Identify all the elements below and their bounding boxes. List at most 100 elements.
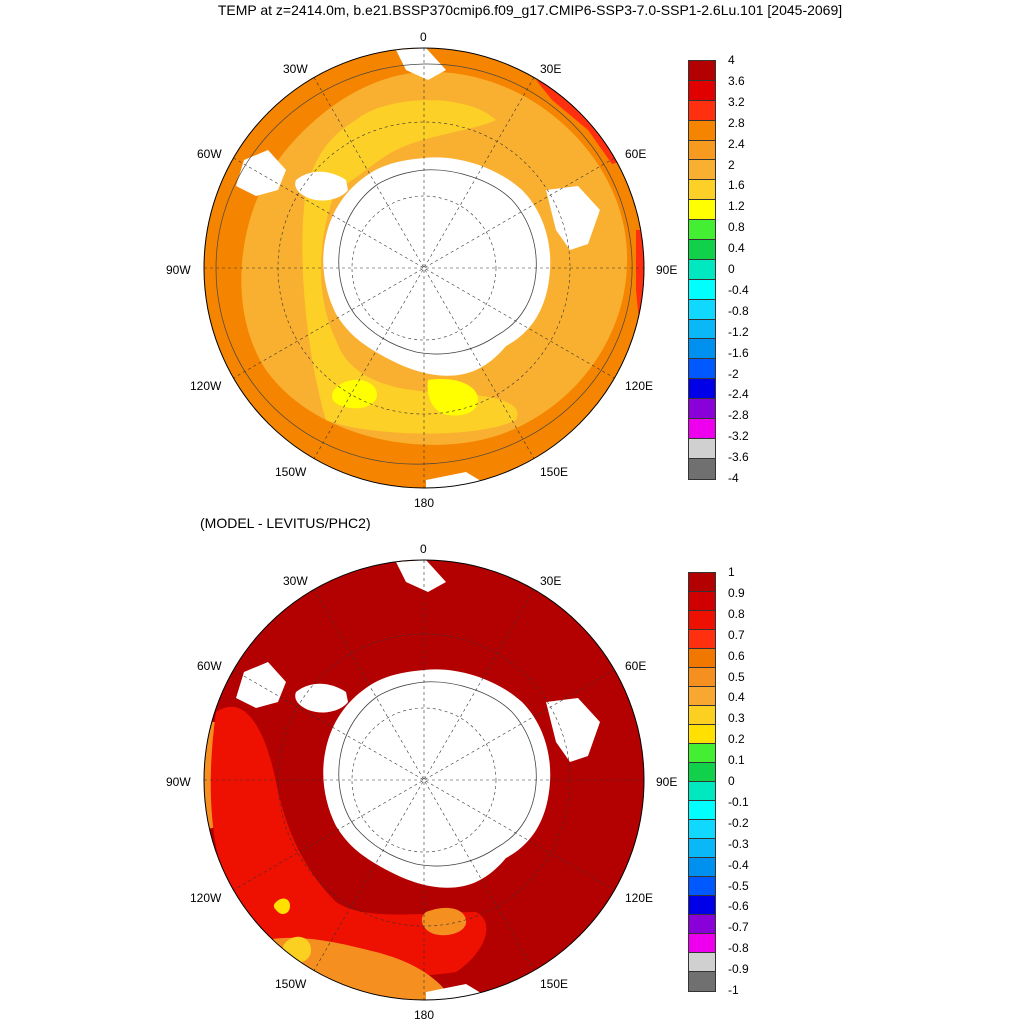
temperature-map-svg bbox=[203, 47, 645, 489]
ocean-edge-red bbox=[536, 80, 626, 164]
colorbar-swatch bbox=[689, 725, 715, 744]
colorbar-tick-label: 3.6 bbox=[728, 73, 745, 88]
antarctica-land bbox=[323, 157, 551, 376]
lon-label-60w: 60W bbox=[197, 659, 222, 673]
colorbar-tick-label: -3.6 bbox=[728, 450, 749, 465]
colorbar-tick-label: -4 bbox=[728, 471, 739, 485]
lon-label-0: 0 bbox=[420, 30, 427, 44]
lon-label-120w: 120W bbox=[190, 379, 222, 393]
colorbar-swatch bbox=[689, 80, 715, 101]
colorbar-swatch bbox=[689, 120, 715, 141]
lon-label-120e: 120E bbox=[625, 379, 654, 393]
ice-shelf-contour bbox=[338, 681, 537, 867]
colorbar-tick-label: -0.1 bbox=[728, 794, 749, 809]
colorbar-tick-label: -0.9 bbox=[728, 962, 749, 977]
lon-label-60e: 60E bbox=[625, 659, 647, 673]
land-fragment-ne bbox=[546, 186, 600, 250]
difference-subtitle: (MODEL - LEVITUS/PHC2) bbox=[200, 515, 371, 531]
lon-label-0: 0 bbox=[420, 542, 427, 556]
plot-title: TEMP at z=2414.0m, b.e21.BSSP370cmip6.f0… bbox=[217, 2, 843, 18]
difference-map bbox=[196, 552, 652, 1008]
map-boundary bbox=[203, 559, 645, 1001]
land-fragment-ne bbox=[546, 698, 600, 762]
colorbar-swatch bbox=[689, 706, 715, 725]
colorbar-tick-label: -2 bbox=[728, 366, 739, 381]
lon-label-30e: 30E bbox=[540, 574, 562, 588]
colorbar-tick-label: 0.5 bbox=[728, 669, 745, 684]
colorbar-tick-label: 0 bbox=[728, 262, 735, 276]
colorbar-swatch bbox=[689, 279, 715, 300]
lon-label-30e: 30E bbox=[540, 62, 562, 76]
colorbar-tick-label: -0.8 bbox=[728, 303, 749, 318]
ocean-warm-core-1 bbox=[331, 379, 377, 409]
colorbar-tick-label: -1.2 bbox=[728, 324, 749, 339]
colorbar-swatch bbox=[689, 359, 715, 380]
colorbar-swatch bbox=[689, 220, 715, 241]
lon-label-150e: 150E bbox=[540, 465, 569, 479]
colorbar-swatch bbox=[689, 668, 715, 687]
colorbar-tick-label: -0.4 bbox=[728, 282, 749, 297]
colorbar-tick-label: 1 bbox=[728, 565, 735, 579]
land-fragment-nw bbox=[236, 150, 286, 196]
ocean-edge-red-east bbox=[636, 230, 644, 332]
colorbar-swatch bbox=[689, 858, 715, 877]
colorbar-tick-label: 0.6 bbox=[728, 648, 745, 663]
colorbar-swatch bbox=[689, 339, 715, 360]
graticule bbox=[204, 48, 644, 488]
colorbar-tick-label: 0.3 bbox=[728, 711, 745, 726]
colorbar-swatch bbox=[689, 458, 715, 479]
colorbar-swatch bbox=[689, 934, 715, 953]
land-fragment-n bbox=[396, 560, 446, 592]
colorbar-tick-label: 0.8 bbox=[728, 606, 745, 621]
colorbar-tick-label: 1.2 bbox=[728, 199, 745, 214]
ice-shelf-contour bbox=[338, 169, 537, 355]
lon-label-90e: 90E bbox=[656, 775, 678, 789]
colorbar-tick-label: -0.7 bbox=[728, 920, 749, 935]
colorbar-swatch bbox=[689, 160, 715, 181]
colorbar-swatch bbox=[689, 240, 715, 260]
colorbar-swatch bbox=[689, 180, 715, 201]
lon-label-60w: 60W bbox=[197, 147, 222, 161]
colorbar-tick-label: 1.6 bbox=[728, 178, 745, 193]
lon-label-180: 180 bbox=[414, 1008, 435, 1022]
colorbar-swatch bbox=[689, 763, 715, 782]
lon-label-150w: 150W bbox=[275, 977, 307, 991]
map-boundary bbox=[203, 47, 645, 489]
lon-label-120w: 120W bbox=[190, 891, 222, 905]
colorbar-tick-label: -2.4 bbox=[728, 387, 749, 402]
colorbar-tick-label: 3.2 bbox=[728, 94, 745, 109]
lon-label-60e: 60E bbox=[625, 147, 647, 161]
lon-label-90w: 90W bbox=[166, 775, 191, 789]
colorbar-swatch bbox=[689, 820, 715, 839]
colorbar-swatch bbox=[689, 915, 715, 934]
colorbar-swatch bbox=[689, 687, 715, 706]
lon-label-150e: 150E bbox=[540, 977, 569, 991]
ocean-warm-core-2 bbox=[427, 379, 478, 416]
lon-label-30w: 30W bbox=[283, 62, 308, 76]
colorbar-tick-label: 0.8 bbox=[728, 220, 745, 235]
colorbar-tick-label: -2.8 bbox=[728, 408, 749, 423]
colorbar-tick-label: -0.5 bbox=[728, 878, 749, 893]
colorbar-tick-label: -0.6 bbox=[728, 899, 749, 914]
colorbar-swatch bbox=[689, 953, 715, 972]
colorbar-swatch bbox=[689, 877, 715, 896]
colorbar-tick-label: 2 bbox=[728, 157, 735, 172]
colorbar-swatch bbox=[689, 611, 715, 630]
graticule bbox=[204, 560, 644, 1000]
colorbar-tick-label: 0.9 bbox=[728, 585, 745, 600]
lon-label-90e: 90E bbox=[656, 263, 678, 277]
colorbar-tick-label: 2.4 bbox=[728, 136, 745, 151]
ocean-inner-band bbox=[302, 100, 518, 434]
colorbar-swatch bbox=[689, 61, 715, 81]
colorbar-tick-label: 2.8 bbox=[728, 115, 745, 130]
colorbar-swatch bbox=[689, 630, 715, 649]
colorbar-swatch bbox=[689, 200, 715, 221]
colorbar-swatch bbox=[689, 379, 715, 400]
colorbar-tick-label: -0.3 bbox=[728, 836, 749, 851]
colorbar-swatch bbox=[689, 100, 715, 121]
colorbar-tick-label: 0.4 bbox=[728, 241, 745, 256]
colorbar-swatch bbox=[689, 299, 715, 320]
colorbar-difference bbox=[688, 572, 716, 992]
colorbar-tick-label: 0 bbox=[728, 774, 735, 788]
colorbar-swatch bbox=[689, 573, 715, 592]
